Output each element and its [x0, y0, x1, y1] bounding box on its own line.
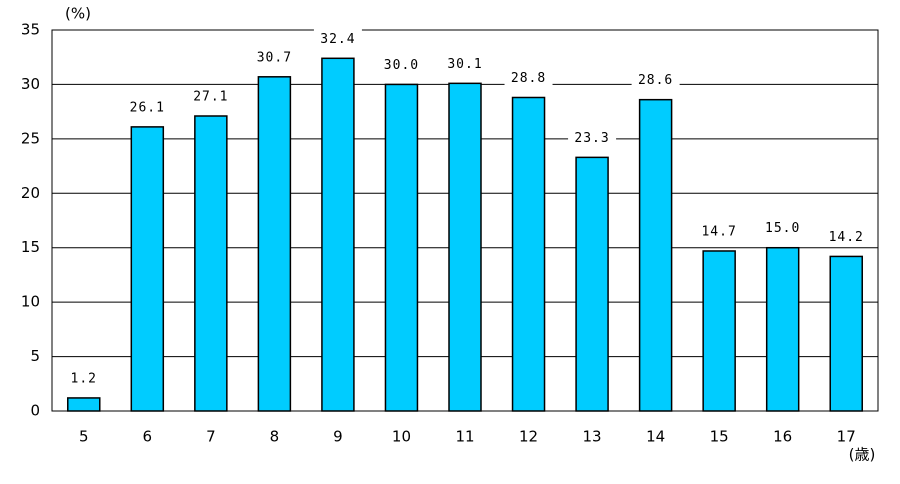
value-label: 28.6 [638, 73, 673, 88]
x-tick-label: 10 [392, 428, 411, 446]
bar [829, 255, 863, 412]
value-label: 14.7 [701, 224, 736, 239]
value-label: 1.2 [71, 371, 97, 386]
y-tick-label: 0 [30, 402, 40, 420]
bar [67, 397, 101, 412]
value-label: 30.1 [447, 57, 482, 72]
value-label-bg [123, 97, 172, 116]
bar [384, 83, 419, 412]
value-label: 26.1 [130, 100, 165, 115]
y-tick-label: 10 [21, 293, 40, 311]
value-label-bg [313, 29, 362, 48]
value-label-bg [758, 218, 807, 237]
x-tick-label: 7 [206, 428, 216, 446]
value-label: 32.4 [320, 32, 355, 47]
bar [194, 115, 228, 412]
value-label-bg [631, 70, 680, 89]
value-label: 23.3 [574, 131, 609, 146]
value-label-bg [59, 368, 108, 387]
bar [448, 82, 482, 412]
x-tick-label: 16 [773, 428, 792, 446]
bar [257, 76, 292, 412]
value-label: 30.0 [384, 58, 419, 73]
x-tick-label: 17 [837, 428, 856, 446]
value-label-bg [568, 128, 617, 147]
value-label: 15.0 [765, 221, 800, 236]
value-label: 27.1 [193, 89, 228, 104]
y-tick-label: 15 [21, 238, 40, 256]
value-label-bg [822, 227, 871, 246]
bar [321, 57, 355, 412]
y-tick-label: 5 [30, 347, 40, 365]
bar [130, 126, 165, 412]
bar [575, 156, 609, 412]
y-axis-unit: (%) [65, 5, 91, 23]
value-label-bg [695, 221, 744, 240]
bar [511, 96, 546, 412]
value-label: 14.2 [829, 230, 864, 245]
bar [702, 250, 736, 412]
value-label: 28.8 [511, 71, 546, 86]
x-tick-label: 13 [583, 428, 602, 446]
x-tick-label: 9 [333, 428, 343, 446]
x-tick-label: 11 [455, 428, 474, 446]
x-tick-label: 8 [270, 428, 280, 446]
x-tick-label: 5 [79, 428, 89, 446]
x-tick-label: 15 [710, 428, 729, 446]
y-tick-label: 25 [21, 129, 40, 147]
x-tick-label: 12 [519, 428, 538, 446]
value-label: 30.7 [257, 50, 292, 65]
y-tick-label: 35 [21, 21, 40, 39]
y-tick-label: 30 [21, 75, 40, 93]
x-tick-label: 14 [646, 428, 665, 446]
value-label-bg [377, 55, 426, 74]
x-tick-label: 6 [143, 428, 153, 446]
bar [638, 98, 673, 412]
x-axis-unit: (歳) [849, 446, 876, 464]
value-label-bg [441, 54, 489, 73]
value-label-bg [186, 86, 235, 105]
value-label-bg [504, 68, 553, 87]
bar [765, 246, 800, 412]
value-label-bg [250, 47, 299, 66]
y-tick-label: 20 [21, 184, 40, 202]
